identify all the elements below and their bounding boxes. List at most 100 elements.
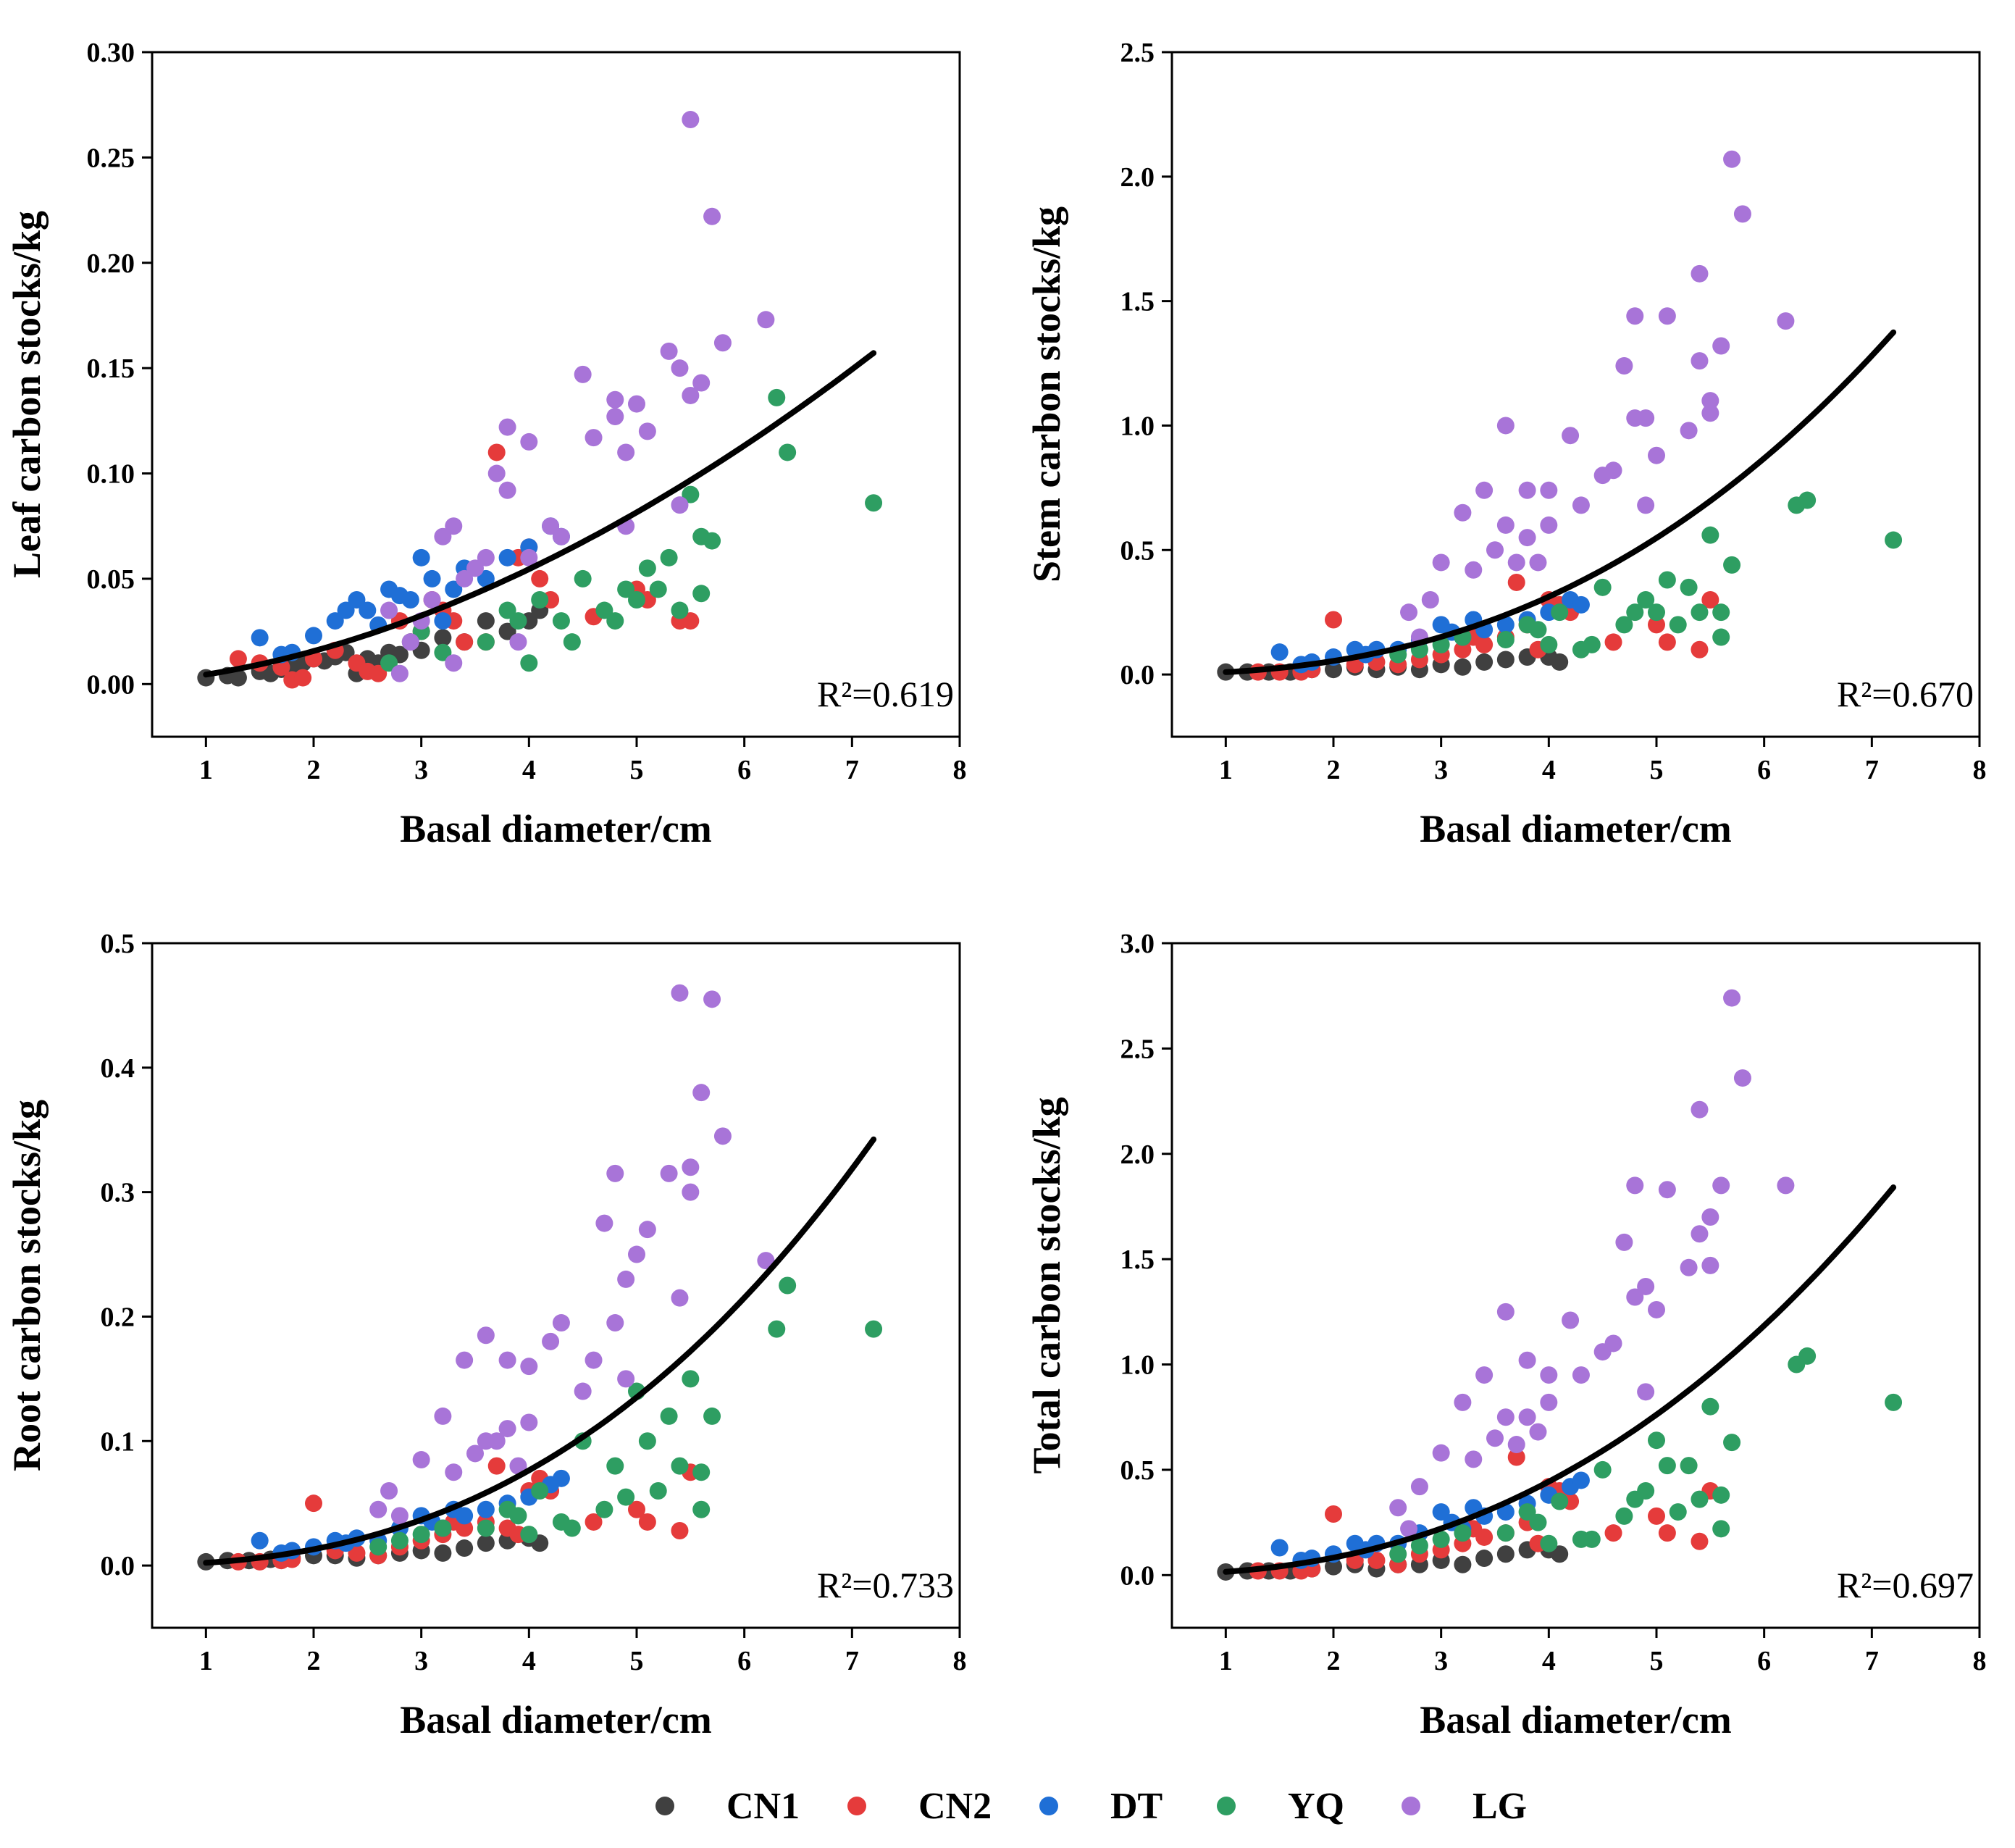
data-point — [1325, 661, 1342, 679]
data-point — [1496, 630, 1515, 648]
x-tick-label: 4 — [522, 1646, 536, 1676]
data-point — [606, 612, 624, 630]
data-point — [1507, 553, 1525, 572]
data-point — [1701, 1397, 1719, 1416]
data-point — [542, 517, 560, 535]
data-point — [595, 1500, 613, 1518]
y-tick-label: 0.20 — [87, 248, 135, 279]
data-point — [1593, 1460, 1612, 1479]
data-point — [1733, 1069, 1751, 1087]
series-LG — [1400, 150, 1795, 646]
data-point — [1885, 1393, 1903, 1411]
data-point — [466, 1444, 484, 1463]
data-point — [671, 496, 689, 514]
data-point — [434, 527, 452, 545]
data-point — [563, 1519, 581, 1537]
data-point — [660, 1407, 678, 1425]
data-point — [692, 374, 711, 392]
data-point — [1637, 1482, 1655, 1500]
data-point — [1658, 1181, 1676, 1199]
data-point — [757, 311, 775, 329]
y-tick-label: 0.0 — [101, 1551, 135, 1581]
data-point — [1712, 1520, 1730, 1538]
legend-label: LG — [1472, 1786, 1527, 1827]
x-tick-label: 8 — [953, 755, 967, 785]
x-tick-label: 6 — [737, 1646, 751, 1676]
data-point — [703, 1407, 721, 1425]
data-point — [606, 390, 624, 409]
data-point — [1691, 264, 1709, 283]
data-point — [1551, 653, 1569, 671]
x-tick-label: 3 — [414, 1646, 428, 1676]
x-tick-label: 4 — [1542, 1646, 1556, 1676]
data-point — [692, 1084, 711, 1102]
legend-item-DT: DT — [1039, 1786, 1162, 1827]
data-point — [251, 1531, 269, 1550]
data-point — [445, 1463, 463, 1481]
data-point — [294, 669, 312, 687]
data-point — [703, 990, 721, 1008]
data-point — [1465, 1450, 1483, 1468]
series-YQ — [369, 1276, 883, 1556]
data-point — [1496, 616, 1515, 634]
data-point — [434, 612, 452, 630]
y-tick-label: 2.0 — [1120, 1140, 1155, 1170]
data-point — [606, 1164, 624, 1182]
data-point — [456, 1539, 474, 1558]
series-LG — [380, 111, 775, 682]
data-point — [1701, 526, 1719, 544]
data-point — [369, 664, 388, 682]
data-point — [434, 1544, 452, 1562]
data-point — [477, 1500, 495, 1518]
data-point — [682, 1158, 700, 1176]
data-point — [1604, 1334, 1622, 1352]
data-point — [779, 1276, 797, 1295]
plot-frame — [1170, 942, 1981, 1629]
data-point — [1691, 1532, 1709, 1550]
data-point — [498, 1420, 516, 1438]
series-LG — [1389, 989, 1795, 1538]
data-point — [487, 464, 506, 482]
data-point — [1454, 1555, 1472, 1573]
x-tick-label: 1 — [199, 755, 213, 785]
y-tick-label: 1.0 — [1120, 411, 1155, 441]
data-point — [1518, 1351, 1536, 1369]
data-point — [1680, 1258, 1698, 1276]
data-point — [638, 1221, 656, 1239]
data-point — [326, 612, 344, 630]
y-tick-label: 0.30 — [87, 38, 135, 68]
data-point — [628, 395, 645, 413]
series-YQ — [1389, 1347, 1903, 1563]
y-tick-label: 3.0 — [1120, 929, 1155, 959]
y-axis-title: Stem carbon stocks/kg — [1025, 206, 1068, 582]
data-point — [552, 1314, 570, 1332]
x-tick-label: 8 — [1973, 755, 1987, 785]
data-point — [1712, 1486, 1730, 1504]
legend-marker — [655, 1797, 674, 1815]
data-point — [412, 1526, 430, 1544]
data-point — [337, 601, 355, 619]
fit-curve — [1223, 329, 1897, 675]
data-point — [660, 1164, 678, 1182]
data-point — [380, 601, 398, 619]
panel-1: 1 2 3 4 5 6 7 8 0.00 0.05 0.10 0.15 0.20 0.25 0.30 Basa… — [5, 38, 967, 850]
data-point — [477, 1534, 495, 1552]
data-point — [585, 1351, 603, 1369]
data-point — [682, 386, 700, 404]
data-point — [768, 388, 786, 406]
data-point — [1410, 1536, 1428, 1555]
data-point — [498, 481, 516, 499]
data-point — [1701, 591, 1719, 609]
data-point — [1507, 573, 1525, 591]
x-tick-label: 4 — [1542, 755, 1556, 785]
data-point — [1475, 1528, 1494, 1546]
data-point — [1658, 307, 1676, 325]
series-CN2 — [1249, 573, 1719, 681]
data-point — [498, 601, 516, 619]
fit-curve — [203, 1136, 877, 1566]
data-point — [531, 1482, 549, 1500]
y-tick-label: 1.5 — [1120, 287, 1155, 317]
data-point — [1691, 1100, 1709, 1119]
data-point — [1551, 603, 1569, 622]
data-point — [1486, 1429, 1504, 1447]
